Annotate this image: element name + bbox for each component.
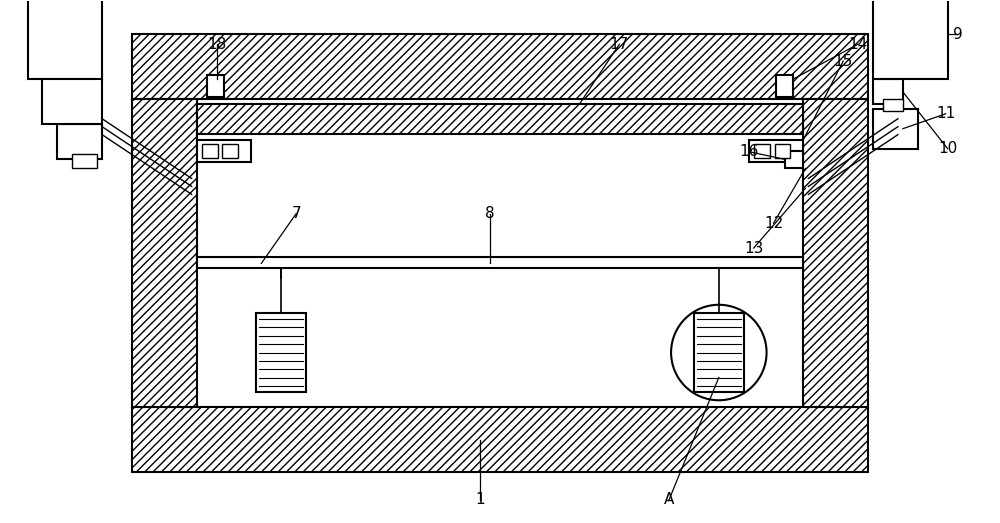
Text: 13: 13	[744, 241, 763, 256]
Text: 9: 9	[953, 27, 962, 42]
Text: 15: 15	[834, 53, 853, 69]
Bar	[754, 144, 770, 157]
Bar	[785, 151, 803, 168]
Text: 7: 7	[291, 206, 301, 221]
Bar	[207, 75, 224, 97]
Bar	[132, 99, 197, 407]
Bar	[694, 313, 744, 392]
Text: 8: 8	[485, 206, 495, 221]
Bar	[222, 144, 238, 157]
Bar	[57, 124, 102, 158]
Bar	[873, 0, 948, 79]
Bar	[775, 144, 790, 157]
Bar	[72, 154, 97, 168]
Bar	[873, 109, 918, 149]
Bar	[749, 140, 803, 162]
Bar	[776, 75, 793, 97]
Text: 18: 18	[207, 37, 226, 52]
Text: 10: 10	[938, 141, 957, 156]
Bar	[132, 407, 868, 472]
Text: 16: 16	[739, 144, 758, 159]
Text: 1: 1	[475, 492, 485, 507]
Text: 14: 14	[848, 37, 868, 52]
Text: 12: 12	[764, 215, 783, 231]
Text: 11: 11	[936, 106, 955, 121]
Bar	[803, 99, 868, 407]
Bar	[197, 256, 803, 268]
Bar	[197, 104, 803, 134]
Bar	[256, 313, 306, 392]
Bar	[197, 140, 251, 162]
Bar	[42, 74, 102, 124]
Bar	[883, 99, 903, 111]
Bar	[202, 144, 218, 157]
Bar	[132, 34, 868, 99]
Text: 17: 17	[610, 37, 629, 52]
Bar	[873, 79, 903, 104]
Bar	[28, 0, 102, 79]
Text: A: A	[664, 492, 674, 507]
